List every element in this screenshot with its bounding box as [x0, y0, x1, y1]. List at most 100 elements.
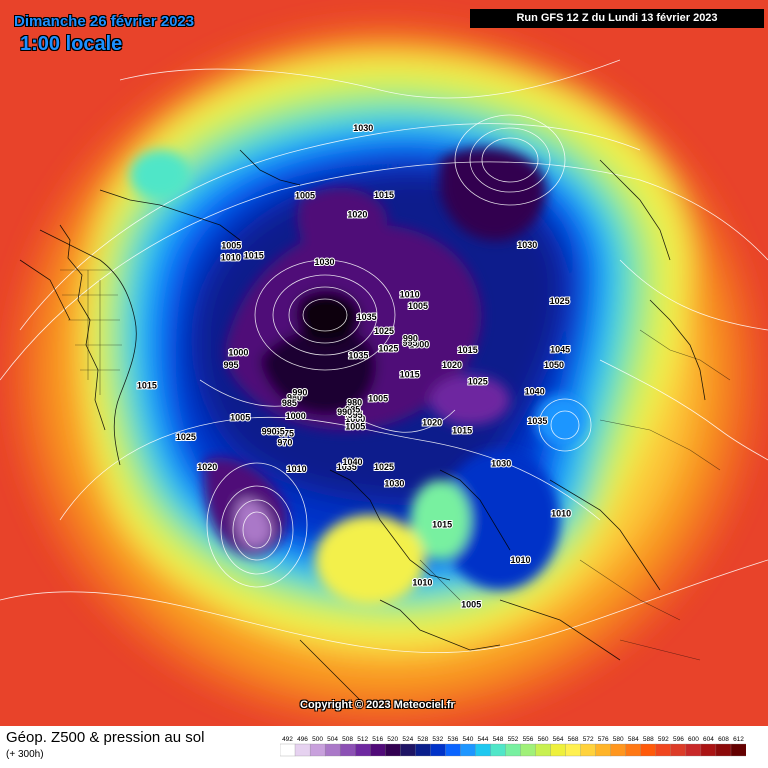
scale-swatch: [715, 743, 732, 757]
pressure-label: 1020: [347, 209, 367, 219]
pressure-label: 1005: [230, 412, 250, 422]
scale-tick-label: 544: [477, 736, 488, 743]
pressure-label: 1025: [374, 462, 394, 472]
pressure-label: 1010: [287, 464, 307, 474]
scale-swatch: [309, 743, 326, 757]
legend-footer: Géop. Z500 & pression au sol (+ 300h) 49…: [0, 726, 768, 768]
scale-swatch: [294, 743, 311, 757]
scale-tick-label: 520: [387, 736, 398, 743]
pressure-label: 985: [282, 398, 297, 408]
pressure-label: 1000: [286, 411, 306, 421]
forecast-date: Dimanche 26 février 2023: [14, 13, 195, 30]
scale-swatch: [460, 743, 476, 757]
pressure-label: 990: [337, 407, 352, 417]
pressure-label: 1015: [244, 251, 264, 261]
pressure-label: 1010: [551, 509, 571, 519]
scale-tick-label: 536: [447, 736, 458, 743]
pressure-label: 1000: [409, 340, 429, 350]
scale-swatch: [565, 743, 582, 757]
pressure-label: 1015: [137, 381, 157, 391]
geopotential-field: 1035104010101005100099598598099010201015…: [0, 25, 768, 725]
pressure-label: 1035: [357, 312, 377, 322]
scale-swatch: [400, 743, 416, 757]
scale-swatch: [655, 743, 672, 757]
pressure-label: 1010: [400, 290, 420, 300]
run-info: Run GFS 12 Z du Lundi 13 février 2023: [470, 9, 764, 28]
scale-swatch: [670, 743, 687, 757]
copyright: Copyright © 2023 Meteociel.fr: [300, 699, 455, 711]
pressure-label: 1010: [412, 578, 432, 588]
scale-swatch: [339, 743, 356, 757]
scale-swatch: [685, 743, 702, 757]
pressure-label: 1040: [342, 457, 362, 467]
scale-swatch: [355, 743, 371, 757]
pressure-label: 990: [292, 387, 307, 397]
pressure-label: 1000: [345, 414, 365, 424]
pressure-label: 1030: [314, 257, 334, 267]
pressure-label: 1025: [176, 432, 196, 442]
pressure-label: 1005: [368, 394, 388, 404]
scale-swatch: [640, 743, 657, 757]
pressure-label: 1005: [408, 301, 428, 311]
scale-tick-label: 500: [312, 736, 323, 743]
scale-tick-label: 532: [432, 736, 443, 743]
scale-tick-label: 508: [342, 736, 353, 743]
pressure-label: 1005: [295, 191, 315, 201]
pressure-label: 1015: [400, 369, 420, 379]
pressure-label: 995: [348, 410, 363, 420]
forecast-local-time: 1:00 locale: [20, 33, 123, 55]
color-scale: 492 496 500 504 508 512 516 520 524 528 532 536 540 5…: [280, 736, 746, 757]
pressure-label: 980: [347, 398, 362, 408]
scale-tick-label: 548: [493, 736, 504, 743]
pressure-label: 1015: [458, 345, 478, 355]
scale-tick-label: 568: [568, 736, 579, 743]
pressure-label: 1000: [228, 347, 248, 357]
scale-swatch: [415, 743, 431, 757]
pressure-label: 990: [403, 334, 418, 344]
pressure-label: 1005: [345, 422, 365, 432]
scale-tick-label: 584: [628, 736, 639, 743]
pressure-label: 995: [223, 360, 238, 370]
pressure-label: 1030: [384, 479, 404, 489]
scale-swatch: [580, 743, 597, 757]
scale-tick-label: 516: [372, 736, 383, 743]
pressure-label: 1025: [378, 344, 398, 354]
scale-swatch: [595, 743, 612, 757]
scale-tick-label: 496: [297, 736, 308, 743]
pressure-label: 1025: [550, 296, 570, 306]
pressure-label: 1025: [468, 377, 488, 387]
pressure-label: 1035: [527, 416, 547, 426]
scale-swatch: [385, 743, 401, 757]
pressure-label: 1015: [374, 190, 394, 200]
pressure-label: 970: [277, 438, 292, 448]
pressure-label: 1045: [550, 345, 570, 355]
pressure-label: 995: [402, 338, 417, 348]
scale-tick-label: 552: [508, 736, 519, 743]
pressure-label: 1050: [544, 360, 564, 370]
scale-swatch: [730, 743, 746, 757]
scale-swatch: [535, 743, 551, 757]
pressure-label: 1030: [491, 458, 511, 468]
pressure-label: 1020: [422, 417, 442, 427]
scale-tick-label: 504: [327, 736, 338, 743]
scale-tick-label: 556: [523, 736, 534, 743]
pressure-label: 990: [262, 426, 277, 436]
pressure-label: 965: [270, 427, 285, 437]
scale-tick-label: 600: [688, 736, 699, 743]
scale-tick-label: 512: [357, 736, 368, 743]
pressure-label: 1020: [197, 462, 217, 472]
scale-swatch: [475, 743, 491, 757]
scale-tick-label: 540: [462, 736, 473, 743]
scale-swatch: [625, 743, 642, 757]
pressure-label: 1025: [374, 326, 394, 336]
scale-tick-label: 604: [703, 736, 714, 743]
pressure-label: 975: [279, 428, 294, 438]
scale-tick-label: 564: [553, 736, 564, 743]
pressure-label: 980: [287, 393, 302, 403]
scale-swatch: [430, 743, 446, 757]
pressure-label: 1035: [348, 351, 368, 361]
pressure-label: 1005: [221, 241, 241, 251]
pressure-label: 1035: [337, 462, 357, 472]
scale-swatch: [280, 743, 296, 757]
